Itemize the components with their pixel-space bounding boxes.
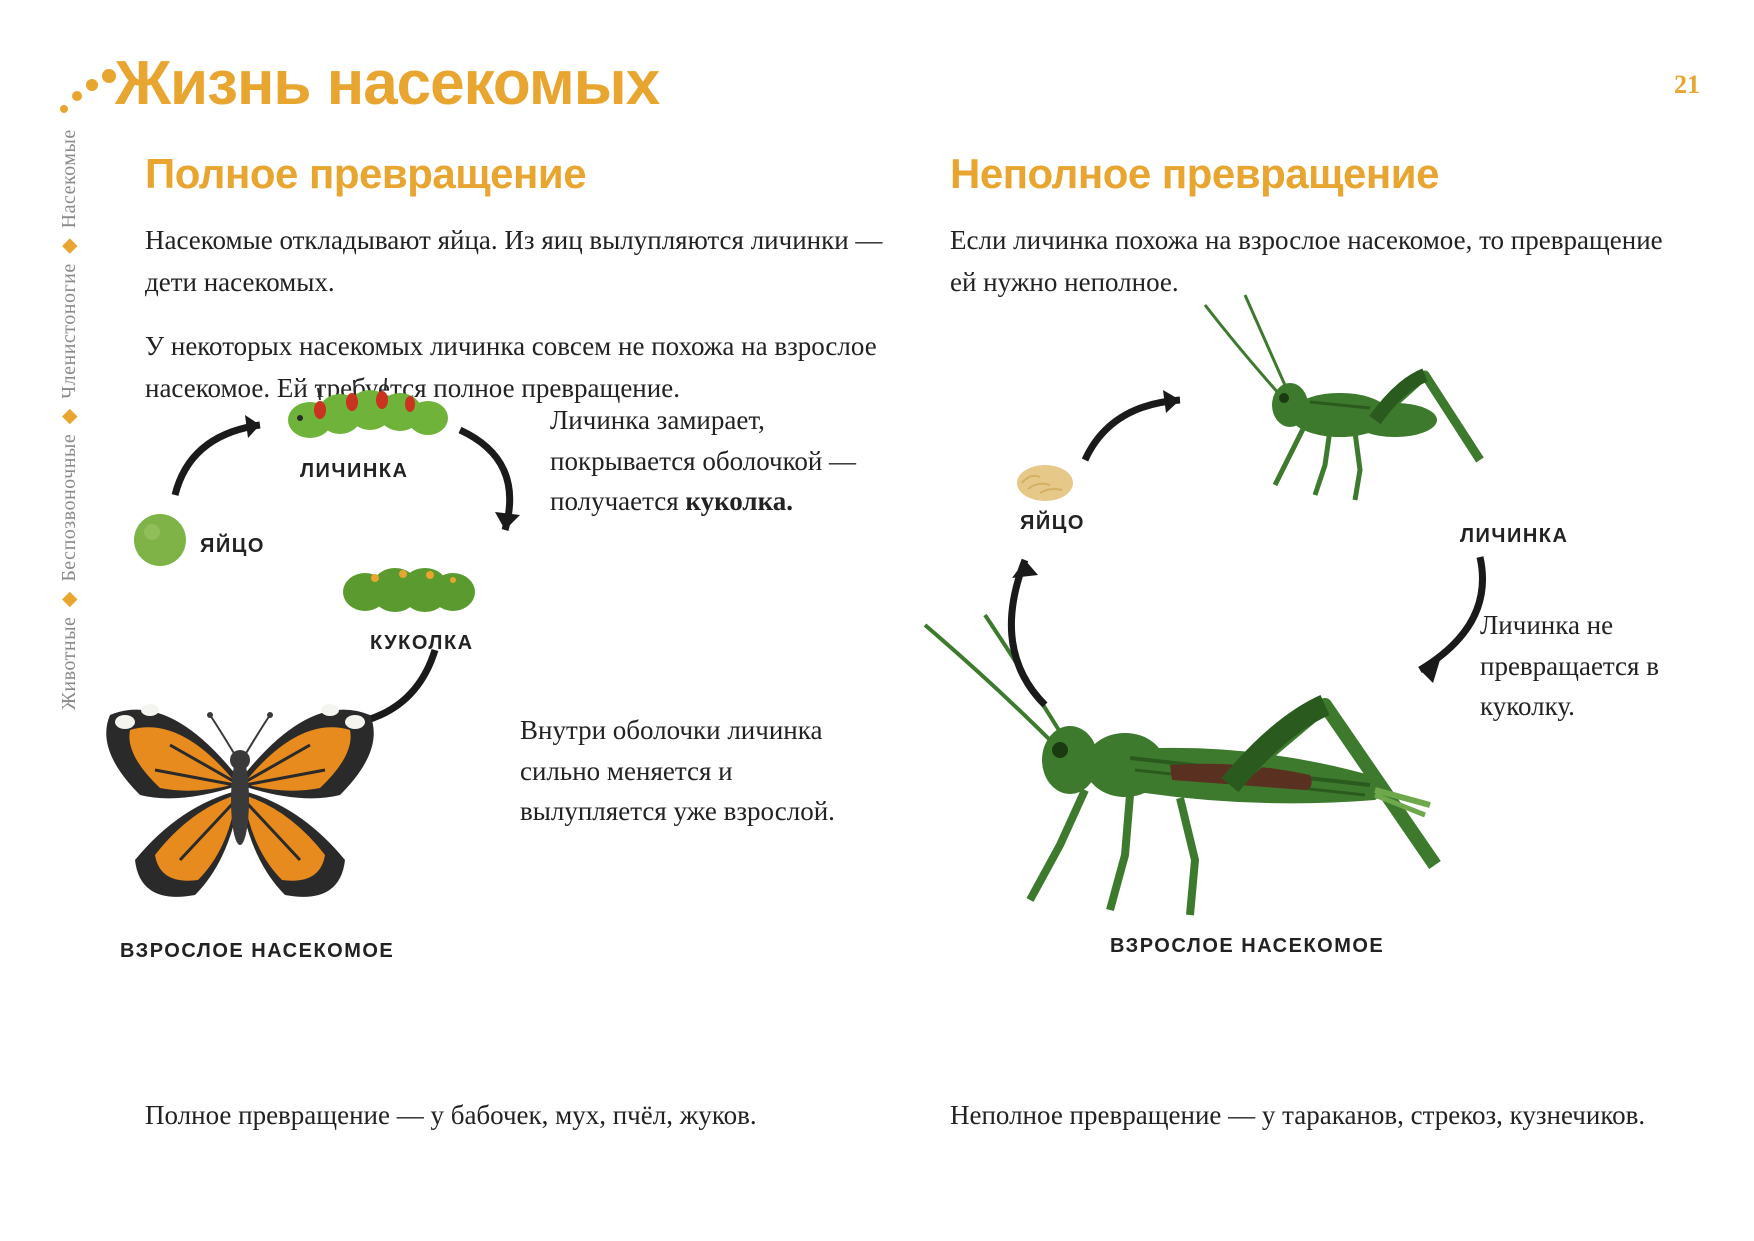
breadcrumb: Животные ◆ Беспозвоночные ◆ Членистоноги… [44, 110, 68, 710]
arrow-icon [445, 420, 545, 550]
breadcrumb-item: Животные [58, 617, 80, 710]
breadcrumb-item: Членистоногие [58, 263, 80, 399]
breadcrumb-dot: ◆ [58, 591, 80, 607]
stage-adult-label: ВЗРОСЛОЕ НАСЕКОМОЕ [120, 940, 394, 963]
left-footer: Полное превращение — у бабочек, мух, пчё… [145, 1095, 757, 1137]
right-footer: Неполное превращение — у тараканов, стре… [950, 1095, 1645, 1137]
left-para1: Насекомые откладывают яйца. Из яиц вылуп… [145, 220, 905, 304]
page-title: Жизнь насекомых [115, 48, 659, 119]
arrow-icon [980, 540, 1090, 720]
caterpillar-icon [270, 370, 460, 460]
left-annotation-2: Внутри оболочки личинка сильно меняется … [520, 710, 880, 832]
butterfly-icon [80, 660, 400, 930]
breadcrumb-dot: ◆ [58, 408, 80, 424]
page-number: 21 [1674, 70, 1700, 100]
right-annotation-1: Личинка не превращается в куколку. [1480, 605, 1740, 727]
stage-egg-label: ЯЙЦО [200, 535, 265, 558]
egg-icon [130, 510, 190, 570]
left-annotation-1: Личинка замирает, покрывается оболочкой … [550, 400, 910, 522]
breadcrumb-item: Беспозвоночные [58, 434, 80, 582]
stage-larva-label: ЛИЧИНКА [300, 460, 408, 483]
breadcrumb-dot: ◆ [58, 238, 80, 254]
grasshopper-lifecycle-diagram: ЯЙЦО ЛИЧИНКА [920, 300, 1720, 1000]
grasshopper-adult-icon [870, 610, 1490, 950]
stage-egg-label: ЯЙЦО [1020, 512, 1085, 535]
right-heading: Неполное превращение [950, 150, 1690, 198]
pupa-icon [325, 550, 495, 630]
stage-adult-label: ВЗРОСЛОЕ НАСЕКОМОЕ [1110, 935, 1384, 958]
grasshopper-larva-icon [1180, 290, 1510, 550]
breadcrumb-text: Животные ◆ Беспозвоночные ◆ Членистоноги… [56, 129, 81, 710]
butterfly-lifecycle-diagram: ЯЙЦО ЛИЧИНКА КУКОЛКА [100, 380, 900, 980]
breadcrumb-item: Насекомые [58, 129, 80, 228]
annotation-bold: куколка. [685, 486, 793, 516]
left-heading: Полное превращение [145, 150, 905, 198]
